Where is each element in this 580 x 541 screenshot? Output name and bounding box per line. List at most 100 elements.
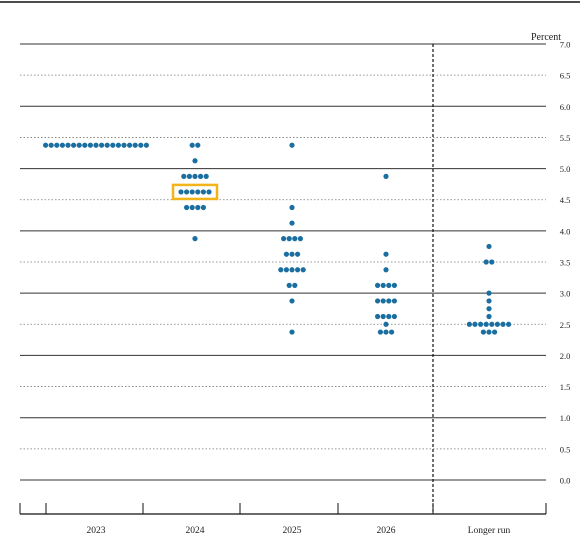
y-tick-label: 6.5: [560, 71, 571, 81]
dot: [375, 313, 381, 320]
dot: [189, 204, 195, 211]
dot: [292, 282, 298, 288]
dot: [494, 321, 500, 327]
dot: [178, 189, 184, 195]
dot: [99, 142, 105, 148]
dot: [54, 142, 60, 148]
dot-marks: [43, 142, 512, 335]
dot: [289, 142, 295, 148]
dot: [184, 204, 190, 211]
x-axis: 2023 2024 2025 2026 Longer run: [19, 503, 547, 536]
dot: [486, 298, 492, 304]
dot: [506, 321, 512, 327]
dot: [192, 158, 198, 164]
y-tick-label: 6.0: [560, 102, 571, 112]
dot: [483, 259, 489, 265]
dot: [76, 142, 82, 148]
dot: [121, 142, 127, 148]
dot: [189, 142, 195, 148]
gridlines: [20, 43, 546, 481]
dot: [138, 142, 144, 148]
dot: [292, 236, 298, 242]
dot: [375, 298, 381, 304]
dot: [483, 321, 489, 327]
dot: [127, 142, 133, 148]
dot: [289, 204, 295, 211]
dot: [48, 142, 54, 148]
dot: [198, 173, 204, 179]
dot: [295, 267, 301, 273]
highlight-box: [171, 183, 219, 201]
y-tick-label: 2.0: [560, 351, 571, 361]
dot: [380, 313, 386, 320]
dot: [386, 298, 392, 304]
dot: [132, 142, 138, 148]
y-tick-label: 5.0: [560, 164, 571, 174]
dot: [383, 251, 389, 257]
dot: [297, 236, 303, 242]
dot: [200, 204, 206, 211]
dot: [386, 313, 392, 320]
dot: [289, 220, 295, 226]
y-tick-label: 3.0: [560, 289, 571, 299]
y-tick-labels: 0.0 0.5 1.0 1.5 2.0 2.5 3.0 3.5 4.0 4.5 5.0 5.5 6.0 6…: [560, 40, 571, 486]
dot: [82, 142, 88, 148]
dot: [65, 142, 71, 148]
y-tick-label: 0.0: [560, 476, 571, 486]
dot: [486, 313, 492, 320]
x-category-label: 2026: [377, 526, 396, 536]
dot: [143, 142, 149, 148]
dot: [480, 329, 486, 335]
dot: [283, 251, 289, 257]
dot: [186, 173, 192, 179]
dot: [383, 329, 389, 335]
dot: [289, 251, 295, 257]
dot: [391, 298, 397, 304]
dot: [486, 306, 492, 312]
dot: [206, 189, 212, 195]
dot: [195, 142, 201, 148]
dot: [115, 142, 121, 148]
x-category-label: Longer run: [468, 526, 511, 536]
y-tick-label: 0.5: [560, 444, 571, 454]
dot: [389, 329, 395, 335]
dot: [486, 243, 492, 250]
dot: [383, 321, 389, 327]
dot: [59, 142, 65, 148]
y-tick-label: 1.0: [560, 413, 571, 423]
dot: [192, 173, 198, 179]
y-tick-label: 5.5: [560, 133, 571, 143]
dot: [200, 189, 206, 195]
dot: [489, 321, 495, 327]
y-axis-label: Percent: [531, 32, 561, 43]
dot: [43, 142, 49, 148]
dot: [492, 329, 498, 335]
x-category-label: 2023: [87, 526, 106, 536]
dot: [383, 267, 389, 273]
y-tick-label: 1.5: [560, 382, 571, 392]
dot: [93, 142, 99, 148]
y-tick-label: 4.5: [560, 195, 571, 205]
dot: [286, 282, 292, 288]
dot: [300, 267, 306, 273]
dot: [289, 298, 295, 304]
dot: [286, 236, 292, 242]
dot: [486, 329, 492, 335]
dot: [380, 298, 386, 304]
dot: [386, 282, 392, 288]
dot: [87, 142, 93, 148]
dot: [104, 142, 110, 148]
dot: [289, 267, 295, 273]
y-tick-label: 3.5: [560, 258, 571, 268]
dot: [489, 259, 495, 265]
dot: [281, 236, 287, 242]
x-category-label: 2025: [283, 526, 302, 536]
x-category-label: 2024: [186, 526, 205, 536]
dot: [278, 267, 284, 273]
dot: [283, 267, 289, 273]
dot: [189, 189, 195, 195]
dot: [203, 173, 209, 179]
dot: [466, 321, 472, 327]
y-tick-label: 7.0: [560, 40, 571, 50]
